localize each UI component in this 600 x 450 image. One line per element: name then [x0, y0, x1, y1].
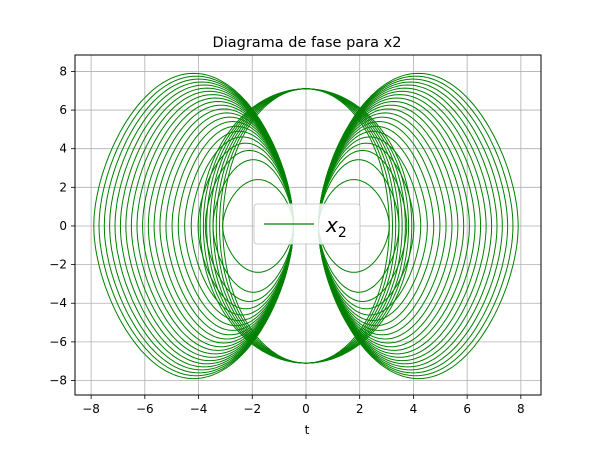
separatrix-arc — [215, 88, 307, 364]
separatrix-arc — [209, 88, 307, 364]
separatrix-arc — [212, 88, 307, 364]
x-axis-label: t — [305, 423, 310, 437]
separatrix-arc — [202, 88, 307, 364]
axes-frame — [74, 54, 542, 396]
y-tick-label: 8 — [59, 64, 67, 78]
y-tick-label: 2 — [59, 180, 67, 194]
separatrix-arc — [305, 88, 394, 364]
axis-ticks: −8 −6 −4 −2 0 2 4 6 8 −8 −6 −4 −2 0 2 4 6 8 — [49, 64, 524, 416]
separatrix-arc — [206, 88, 307, 364]
y-tick-label: −8 — [49, 374, 67, 388]
y-tick-label: 4 — [59, 142, 67, 156]
x-tick-label: −6 — [136, 402, 154, 416]
x-tick-label: −8 — [82, 402, 100, 416]
legend-label-subscript: 2 — [338, 225, 347, 241]
x-tick-label: 2 — [356, 402, 364, 416]
y-tick-label: 6 — [59, 103, 67, 117]
separatrix-arc — [305, 88, 400, 364]
separatrix-arc — [305, 88, 390, 364]
chart-title: Diagrama de fase para x2 — [213, 35, 402, 51]
x-tick-label: −4 — [190, 402, 208, 416]
y-tick-label: 0 — [59, 219, 67, 233]
legend: x2 — [253, 203, 361, 245]
separatrix-arc — [305, 88, 397, 364]
legend-label-x2: x2 — [325, 213, 347, 241]
separatrix-arc — [218, 88, 307, 364]
y-tick-label: −4 — [49, 296, 67, 310]
separatrix-arc — [305, 88, 403, 364]
x-tick-label: 6 — [463, 402, 471, 416]
separatrix-arc — [305, 88, 413, 364]
x-tick-label: −2 — [243, 402, 261, 416]
separatrix-arc — [199, 88, 307, 364]
x-tick-label: 4 — [410, 402, 418, 416]
separatrix-arc — [305, 88, 410, 364]
y-tick-label: −6 — [49, 335, 67, 349]
separatrix-arc — [222, 88, 307, 364]
separatrix-arc — [305, 88, 406, 364]
x-tick-label: 0 — [302, 402, 310, 416]
y-tick-label: −2 — [49, 258, 67, 272]
x-tick-label: 8 — [517, 402, 525, 416]
